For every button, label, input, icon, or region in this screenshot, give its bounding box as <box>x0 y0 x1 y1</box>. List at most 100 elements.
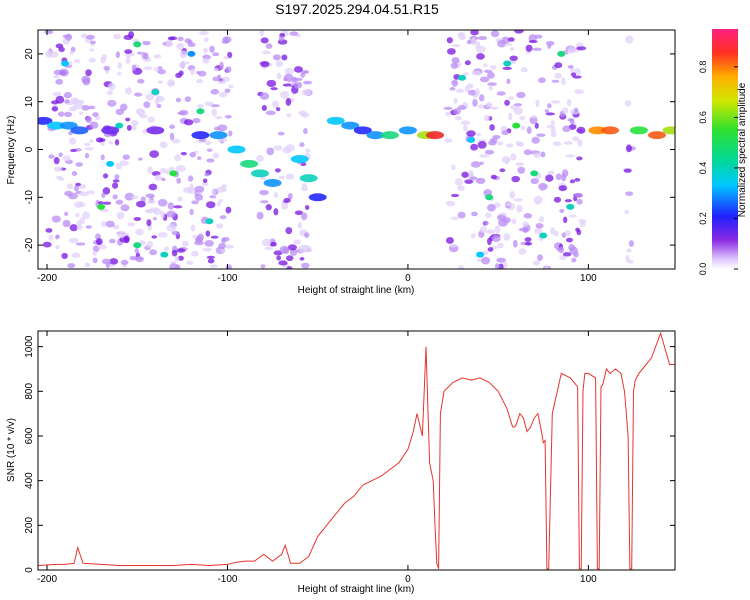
spectrogram-noise-blob <box>550 132 557 138</box>
spectrogram-noise-blob <box>510 153 517 161</box>
spectrogram-noise-blob <box>137 78 145 84</box>
spectrogram-noise-blob <box>212 52 220 57</box>
spectrogram-noise-blob <box>304 232 310 238</box>
spectrogram-noise-blob <box>285 144 295 152</box>
spectrogram-noise-blob <box>454 115 462 121</box>
spectrogram-noise-blob <box>167 202 174 210</box>
spectrogram-noise-blob <box>525 44 533 52</box>
spectrogram-noise-marker <box>476 251 485 258</box>
spectrogram-noise-blob <box>301 89 312 96</box>
spectrogram-noise-blob <box>63 111 73 118</box>
spectrogram-noise-blob <box>501 156 511 163</box>
spectrogram-noise-blob <box>177 255 184 261</box>
spectrogram-noise-blob <box>508 96 514 101</box>
spectrogram-noise-blob <box>89 40 97 45</box>
spectrogram-noise-blob <box>125 56 131 65</box>
spectrogram-noise-blob <box>487 247 494 252</box>
spectrogram-noise-blob <box>517 141 525 147</box>
spectrogram-noise-blob <box>579 221 586 228</box>
spectrogram-x-tick-label: -100 <box>217 273 237 284</box>
spectrogram-noise-blob <box>92 112 99 118</box>
spectrogram-noise-blob <box>511 175 521 183</box>
spectrogram-x-tick-label: 0 <box>405 273 411 284</box>
colorbar-label: Normalized spectral amplitude <box>737 82 748 217</box>
spectrogram-noise-blob <box>625 255 630 263</box>
spectrogram-noise-blob <box>491 234 501 243</box>
spectrogram-noise-blob <box>158 232 168 238</box>
spectrogram-noise-blob <box>265 204 272 211</box>
spectrogram-noise-blob <box>259 189 269 196</box>
spectrogram-noise-blob <box>625 35 634 44</box>
spectrogram-noise-blob <box>178 62 186 69</box>
spectrogram-noise-blob <box>173 205 183 209</box>
spectrogram-noise-blob <box>470 233 476 239</box>
spectrogram-noise-blob <box>451 79 459 87</box>
spectrogram-noise-blob <box>565 154 575 158</box>
spectrogram-noise-blob <box>102 187 111 195</box>
spectrogram-noise-blob <box>288 192 293 200</box>
spectrogram-noise-blob <box>265 43 273 49</box>
spectrogram-ridge-point <box>647 131 666 140</box>
spectrogram-noise-blob <box>559 208 565 213</box>
spectrogram-noise-blob <box>227 51 233 59</box>
spectrogram-noise-blob <box>572 136 580 142</box>
spectrogram-noise-blob <box>506 143 514 148</box>
spectrogram-ridge-point <box>380 131 399 140</box>
spectrogram-noise-blob <box>142 128 148 134</box>
spectrogram-noise-blob <box>219 61 224 70</box>
spectrogram-noise-blob <box>63 91 72 99</box>
spectrogram-noise-blob <box>449 244 458 248</box>
spectrogram-ridge-point <box>38 116 53 125</box>
spectrogram-noise-blob <box>52 91 62 97</box>
spectrogram-noise-blob <box>526 126 532 135</box>
spectrogram-noise-blob <box>211 108 218 117</box>
spectrogram-noise-blob <box>224 88 231 94</box>
spectrogram-noise-blob <box>451 44 461 48</box>
spectrogram-noise-blob <box>96 238 103 246</box>
spectrogram-noise-blob <box>464 179 474 184</box>
spectrogram-x-ticks: -200 -100 0 100 <box>37 30 597 284</box>
spectrogram-noise-blob <box>153 67 159 72</box>
spectrogram-noise-blob <box>570 72 577 77</box>
spectrogram-noise-blob <box>454 178 463 186</box>
spectrogram-noise-blob <box>299 257 305 261</box>
spectrogram-noise-blob <box>88 48 95 52</box>
spectrogram-noise-blob <box>504 43 513 47</box>
spectrogram-noise-blob <box>565 237 574 243</box>
spectrogram-noise-blob <box>564 230 572 237</box>
spectrogram-noise-blob <box>45 228 53 233</box>
spectrogram-noise-blob <box>72 104 78 109</box>
spectrogram-noise-blob <box>522 221 529 227</box>
spectrogram-ridge-point <box>629 126 648 135</box>
spectrogram-noise-blob <box>468 169 474 176</box>
spectrogram-noise-blob <box>445 200 456 207</box>
spectrogram-y-tick-label: 10 <box>24 96 35 108</box>
spectrogram-noise-blob <box>293 81 303 89</box>
spectrogram-noise-blob <box>177 36 184 42</box>
spectrogram-noise-blob <box>571 257 577 263</box>
spectrogram-noise-blob <box>470 161 481 168</box>
spectrogram-noise-blob <box>127 222 135 227</box>
spectrogram-noise-blob <box>566 98 572 107</box>
spectrogram-noise-blob <box>451 57 460 64</box>
spectrogram-noise-blob <box>538 77 546 84</box>
spectrogram-noise-marker <box>160 251 169 258</box>
spectrogram-noise-marker <box>205 218 214 225</box>
spectrogram-noise-blob <box>289 31 299 36</box>
spectrogram-noise-blob <box>514 30 524 34</box>
spectrogram-noise-blob <box>455 88 465 93</box>
spectrogram-noise-blob <box>506 78 511 85</box>
spectrogram-noise-blob <box>103 65 110 71</box>
spectrogram-noise-blob <box>494 225 501 234</box>
spectrogram-noise-blob <box>150 207 160 212</box>
spectrogram-noise-blob <box>189 151 197 158</box>
spectrogram-noise-blob <box>88 57 96 63</box>
snr-x-ticks: -200 -100 0 100 <box>37 331 597 585</box>
spectrogram-noise-blob <box>545 174 554 182</box>
spectrogram-noise-blob <box>213 67 219 72</box>
spectrogram-noise-marker <box>566 203 575 210</box>
spectrogram-noise-blob <box>45 50 53 58</box>
spectrogram-noise-blob <box>209 195 217 199</box>
spectrogram-noise-blob <box>114 174 120 180</box>
